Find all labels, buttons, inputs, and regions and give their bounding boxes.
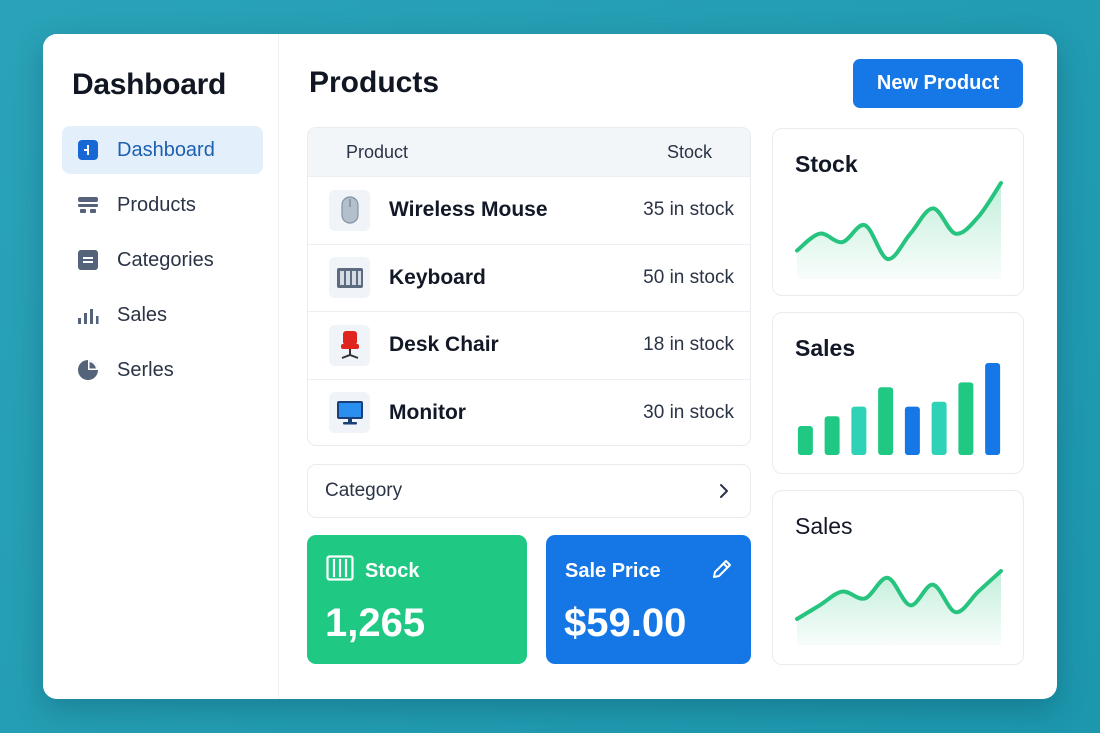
panel-title: Stock [795,151,858,177]
app-window: Dashboard Dashboard Products Categories [43,34,1057,699]
product-stock: 35 in stock [643,199,734,221]
stock-area-chart [795,181,1003,279]
table-row[interactable]: Monitor 30 in stock [308,378,750,446]
products-icon [77,194,99,216]
sidebar-item-categories[interactable]: Categories [62,236,263,284]
product-stock: 50 in stock [643,266,734,288]
product-name: Desk Chair [389,333,499,357]
column-header-stock: Stock [666,141,712,162]
stock-chart-panel: Stock [772,128,1024,296]
sidebar-title: Dashboard [72,68,226,101]
monitor-icon [329,392,370,434]
sale-price-label: Sale Price [565,560,661,582]
sales-bar-chart [797,363,1001,455]
bar [985,363,1001,455]
product-stock: 18 in stock [643,334,734,356]
category-label: Category [325,480,403,501]
product-stock: 30 in stock [643,401,734,423]
sales-area-chart [795,569,1003,645]
keyboard-icon [329,257,370,299]
sidebar-item-label: Dashboard [117,138,215,161]
sale-price-card[interactable]: Sale Price $59.00 [546,535,751,664]
sidebar-item-dashboard[interactable]: Dashboard [62,126,263,174]
table-header: Product Stock [308,128,750,176]
mouse-icon [329,189,370,231]
stock-card[interactable]: Stock 1,265 [307,535,527,664]
pie-chart-icon [77,359,99,381]
category-selector[interactable]: Category [307,464,751,518]
area-fill [797,183,1001,279]
inventory-icon [326,555,354,581]
new-product-button[interactable]: New Product [853,59,1023,108]
dashboard-icon [77,139,99,161]
area-fill [797,571,1001,645]
bar [931,401,947,455]
column-header-product: Product [346,141,409,162]
sidebar-item-products[interactable]: Products [62,181,263,229]
page-title: Products [309,66,440,99]
sale-price-value: $59.00 [564,601,687,645]
bar [904,406,920,455]
stock-card-label: Stock [365,560,420,582]
sidebar-item-sales[interactable]: Sales [62,291,263,339]
products-table: Product Stock Wireless Mouse 35 in stock… [307,127,751,446]
categories-icon [77,249,99,271]
bar [797,425,813,455]
bar [878,387,894,455]
table-row[interactable]: Desk Chair 18 in stock [308,311,750,379]
sales-area-chart-panel: Sales [772,490,1024,665]
sidebar: Dashboard Dashboard Products Categories [43,34,279,699]
bar [851,406,867,455]
sidebar-item-label: Serles [117,358,174,381]
sales-bar-chart-panel: Sales [772,312,1024,474]
panel-title: Sales [795,335,856,361]
product-name: Wireless Mouse [389,198,548,222]
bar [824,416,840,455]
sidebar-item-label: Categories [117,248,214,271]
sidebar-item-label: Products [117,193,196,216]
sidebar-item-label: Sales [117,303,168,326]
sidebar-nav: Dashboard Products Categories Sales [62,126,263,401]
sales-bars-icon [77,304,99,326]
pencil-icon[interactable] [711,558,733,580]
sidebar-item-serles[interactable]: Serles [62,346,263,394]
product-name: Monitor [389,400,466,424]
panel-title: Sales [795,513,853,539]
bar [958,382,974,455]
chair-icon [329,324,370,366]
table-row[interactable]: Keyboard 50 in stock [308,243,750,312]
series-line [795,569,1003,621]
stock-card-value: 1,265 [325,601,426,645]
table-row[interactable]: Wireless Mouse 35 in stock [308,176,750,244]
chevron-right-icon [720,484,728,498]
product-name: Keyboard [389,265,486,289]
series-line [795,181,1003,261]
